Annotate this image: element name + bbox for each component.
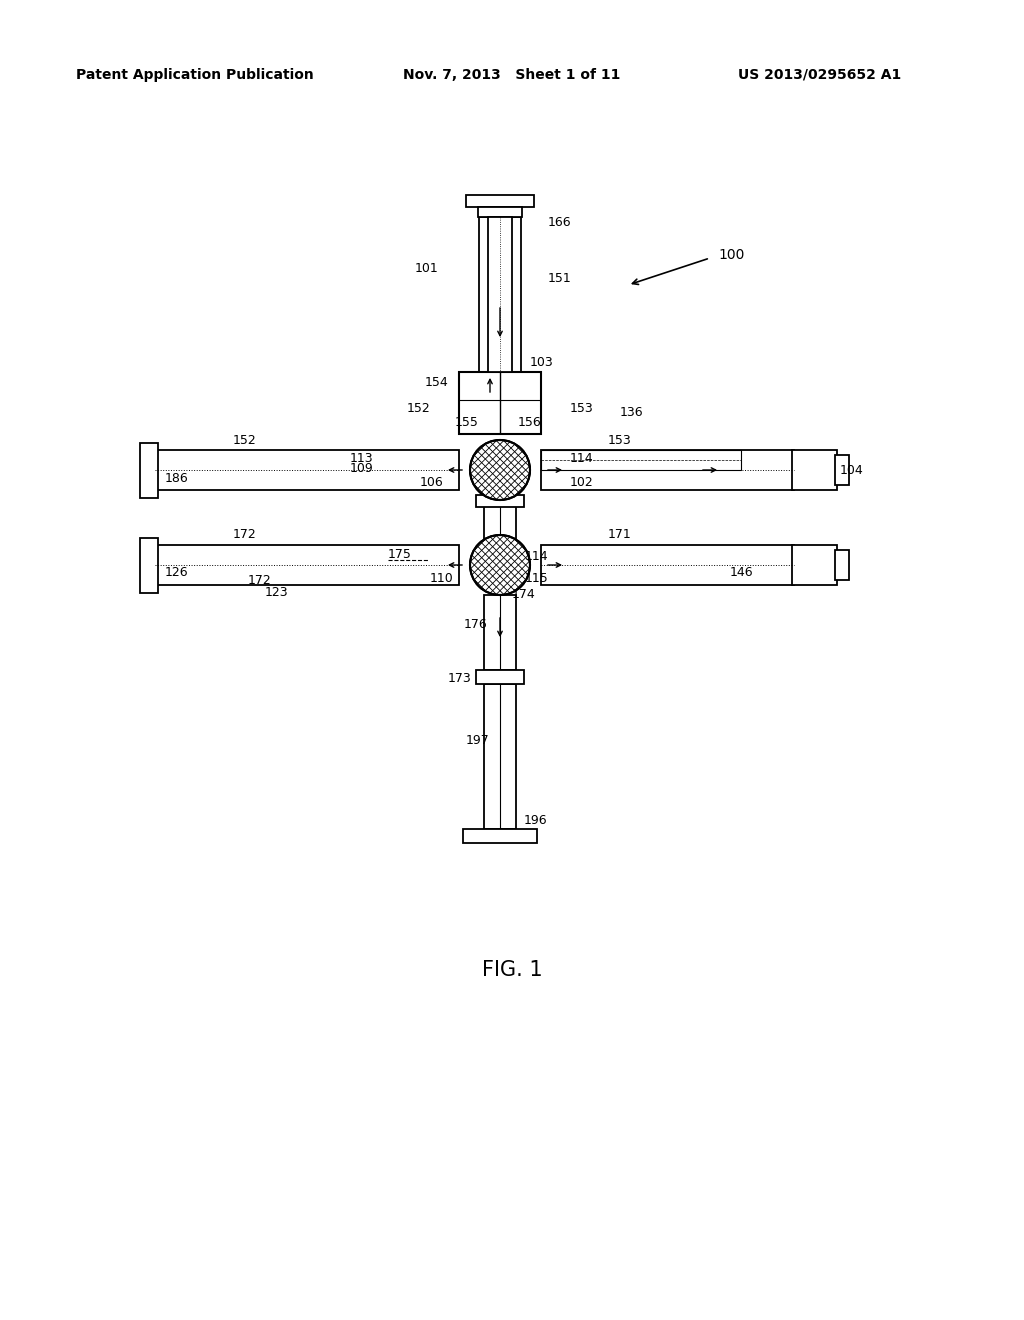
Bar <box>792 450 837 490</box>
Bar <box>484 500 516 565</box>
Text: 197: 197 <box>466 734 489 747</box>
Bar <box>140 444 158 498</box>
Text: 156: 156 <box>518 416 542 429</box>
Text: 106: 106 <box>420 475 443 488</box>
Text: 166: 166 <box>548 215 571 228</box>
Bar <box>541 545 794 585</box>
Bar <box>478 207 522 216</box>
Bar <box>140 539 158 593</box>
Text: US 2013/0295652 A1: US 2013/0295652 A1 <box>738 69 901 82</box>
Text: 136: 136 <box>620 405 644 418</box>
Bar <box>541 450 741 470</box>
Text: 103: 103 <box>530 355 554 368</box>
Bar <box>488 216 512 372</box>
Bar <box>835 455 849 484</box>
Text: 154: 154 <box>424 375 449 388</box>
Text: 186: 186 <box>165 471 188 484</box>
Text: 171: 171 <box>608 528 632 541</box>
Text: 152: 152 <box>407 401 430 414</box>
Bar <box>484 684 516 829</box>
Bar <box>479 216 521 372</box>
Text: Nov. 7, 2013   Sheet 1 of 11: Nov. 7, 2013 Sheet 1 of 11 <box>403 69 621 82</box>
Circle shape <box>470 440 530 500</box>
Text: 175: 175 <box>388 549 412 561</box>
Bar <box>463 829 537 843</box>
Text: 102: 102 <box>570 475 594 488</box>
Text: 196: 196 <box>524 813 548 826</box>
Text: 153: 153 <box>608 433 632 446</box>
Text: 123: 123 <box>265 586 289 598</box>
Text: 174: 174 <box>512 589 536 602</box>
Bar <box>484 595 516 671</box>
Text: 115: 115 <box>525 572 549 585</box>
Text: 151: 151 <box>548 272 571 285</box>
Text: Patent Application Publication: Patent Application Publication <box>76 69 314 82</box>
Text: 113: 113 <box>350 451 374 465</box>
Bar <box>155 450 459 490</box>
Bar <box>476 671 524 684</box>
Text: 104: 104 <box>840 463 864 477</box>
Text: 153: 153 <box>570 401 594 414</box>
Text: 172: 172 <box>248 573 271 586</box>
Text: 172: 172 <box>233 528 257 541</box>
Bar <box>541 450 794 490</box>
Text: 114: 114 <box>570 451 594 465</box>
Text: 155: 155 <box>455 416 479 429</box>
Bar <box>466 195 534 207</box>
Text: 126: 126 <box>165 566 188 579</box>
Text: 173: 173 <box>449 672 472 685</box>
Text: 114: 114 <box>525 550 549 564</box>
Bar <box>835 550 849 579</box>
Text: FIG. 1: FIG. 1 <box>481 960 543 979</box>
Text: 110: 110 <box>430 572 454 585</box>
Bar <box>792 545 837 585</box>
Bar <box>155 545 459 585</box>
Text: 101: 101 <box>415 261 438 275</box>
Text: 176: 176 <box>464 619 487 631</box>
Text: 109: 109 <box>350 462 374 475</box>
Circle shape <box>470 535 530 595</box>
Text: 100: 100 <box>718 248 744 261</box>
Bar <box>459 372 541 434</box>
Bar <box>476 495 524 507</box>
Text: 152: 152 <box>233 433 257 446</box>
Text: 146: 146 <box>730 566 754 579</box>
